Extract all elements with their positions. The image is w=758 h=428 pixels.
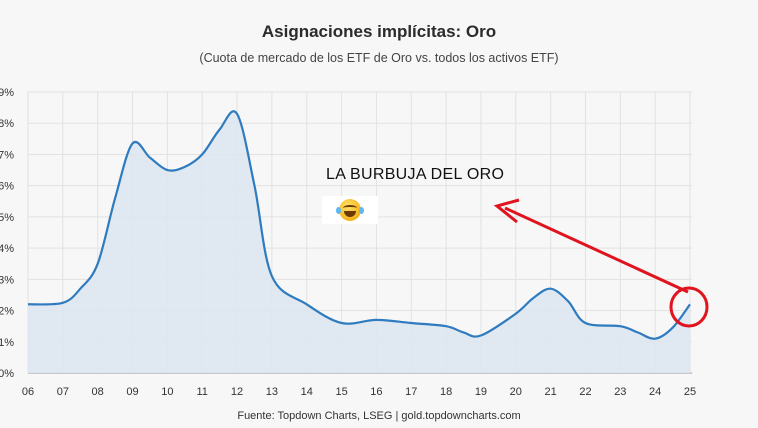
- y-tick-label: 5%: [0, 212, 14, 224]
- chart-title: Asignaciones implícitas: Oro: [261, 22, 497, 41]
- x-tick-label: 11: [196, 386, 207, 398]
- y-axis-ticks: 0% 1% 2% 3% 4% 5% 6% 7% 8% 9%: [0, 87, 14, 380]
- annotation-arrow-head: [493, 198, 520, 224]
- x-tick-label: 17: [405, 386, 417, 398]
- face-with-tears-of-joy-icon: [336, 199, 364, 221]
- annotation-arrow-line: [504, 206, 689, 294]
- y-tick-label: 1%: [0, 337, 14, 349]
- x-tick-label: 21: [545, 386, 557, 398]
- x-tick-label: 08: [92, 386, 104, 398]
- y-tick-label: 3%: [0, 274, 14, 286]
- x-tick-label: 15: [335, 386, 347, 398]
- x-tick-label: 25: [684, 386, 696, 398]
- y-tick-label: 9%: [0, 87, 14, 99]
- x-tick-label: 16: [370, 386, 382, 398]
- annotation-circle: [669, 286, 709, 328]
- y-tick-label: 8%: [0, 118, 14, 130]
- x-tick-label: 12: [231, 386, 243, 398]
- x-tick-label: 06: [22, 386, 34, 398]
- series-line: [27, 110, 691, 340]
- x-tick-label: 20: [510, 386, 522, 398]
- emoji-container: [322, 196, 378, 224]
- y-tick-label: 7%: [0, 149, 14, 161]
- x-tick-label: 24: [649, 386, 661, 398]
- x-tick-label: 23: [614, 386, 626, 398]
- chart-subtitle: (Cuota de mercado de los ETF de Oro vs. …: [199, 51, 559, 65]
- x-tick-label: 13: [266, 386, 278, 398]
- x-tick-label: 07: [57, 386, 69, 398]
- x-tick-label: 22: [579, 386, 591, 398]
- y-tick-label: 4%: [0, 243, 14, 255]
- annotation-arrow-group: [493, 198, 709, 328]
- x-tick-label: 18: [440, 386, 452, 398]
- chart-source: Fuente: Topdown Charts, LSEG | gold.topd…: [237, 410, 521, 422]
- series-area-fill: [28, 111, 690, 373]
- y-tick-label: 0%: [0, 368, 14, 380]
- y-tick-label: 2%: [0, 306, 14, 318]
- x-tick-label: 09: [126, 386, 138, 398]
- x-tick-label: 19: [475, 386, 487, 398]
- x-axis-ticks: 06 07 08 09 10 11 12 13 14 15 16 17 18 19 20 21 22 23 24 25: [22, 386, 696, 398]
- x-tick-label: 14: [301, 386, 313, 398]
- y-tick-label: 6%: [0, 181, 14, 193]
- annotation-label: LA BURBUJA DEL ORO: [326, 166, 505, 183]
- x-tick-label: 10: [161, 386, 173, 398]
